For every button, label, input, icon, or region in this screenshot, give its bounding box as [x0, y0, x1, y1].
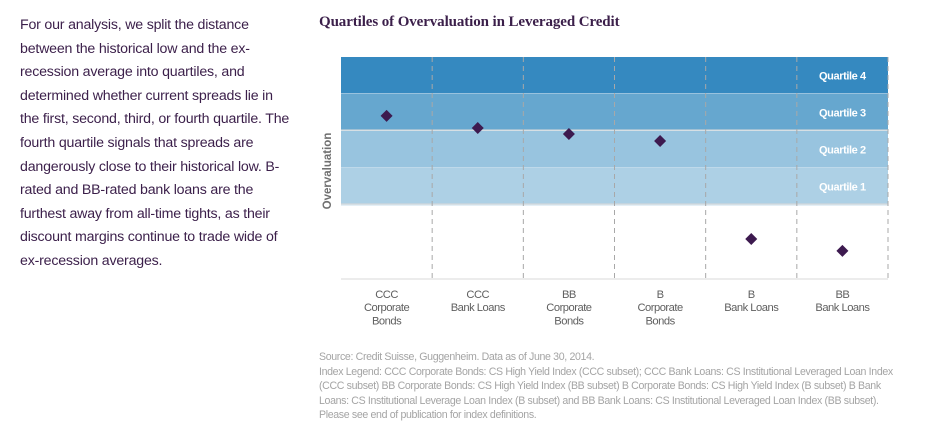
quartile-labels: Quartile 4 Quartile 3 Quartile 2 Quartile 1 — [819, 71, 867, 194]
x-tick-label: CCC Bank Loans — [451, 289, 506, 314]
quartile-label: Quartile 2 — [819, 145, 866, 157]
data-point-diamond — [654, 134, 667, 147]
x-tick-label: B Corporate Bonds — [637, 289, 683, 327]
x-tick-label-line: B — [748, 289, 755, 301]
x-tick-label-line: Bank Loans — [724, 302, 779, 314]
x-tick-label-line: BB — [562, 289, 576, 301]
intro-paragraph: For our analysis, we split the distance … — [20, 17, 290, 269]
x-tick-label-line: B — [657, 289, 664, 301]
source-note: Source: Credit Suisse, Guggenheim. Data … — [319, 351, 595, 363]
x-tick-label-line: BB — [835, 289, 849, 301]
chart-footnote: Source: Credit Suisse, Guggenheim. Data … — [319, 350, 899, 423]
column-dividers — [431, 57, 889, 279]
x-tick-label-line: Corporate — [364, 302, 410, 314]
data-point-diamond — [836, 244, 849, 257]
x-tick-label-line: Bank Loans — [451, 302, 506, 314]
x-tick-label-line: Corporate — [546, 302, 592, 314]
x-tick-label: CCC Corporate Bonds — [364, 289, 410, 327]
x-tick-label: BB Bank Loans — [815, 289, 870, 314]
quartile-label: Quartile 3 — [819, 108, 866, 120]
x-tick-label-line: Bonds — [645, 315, 675, 327]
x-tick-label-line: Bonds — [554, 315, 584, 327]
data-point-diamond — [471, 122, 484, 135]
x-tick-label-line: Bank Loans — [815, 302, 870, 314]
x-tick-label-line: CCC — [375, 289, 398, 301]
x-tick-label: B Bank Loans — [724, 289, 779, 314]
data-point-diamond — [562, 127, 575, 140]
chart-title: Quartiles of Overvaluation in Leveraged … — [319, 14, 620, 30]
y-axis-label: Overvaluation — [322, 133, 334, 210]
x-tick-label-line: Bonds — [372, 315, 402, 327]
data-point-diamond — [745, 233, 758, 246]
x-tick-label-line: CCC — [466, 289, 489, 301]
quartile-label: Quartile 1 — [819, 182, 866, 194]
x-tick-label-line: Corporate — [637, 302, 683, 314]
index-legend-note: Index Legend: CCC Corporate Bonds: CS Hi… — [319, 365, 893, 422]
quartile-label: Quartile 4 — [819, 71, 867, 83]
x-tick-label: BB Corporate Bonds — [546, 289, 592, 327]
data-point-diamond — [380, 109, 393, 122]
data-points — [380, 109, 849, 257]
